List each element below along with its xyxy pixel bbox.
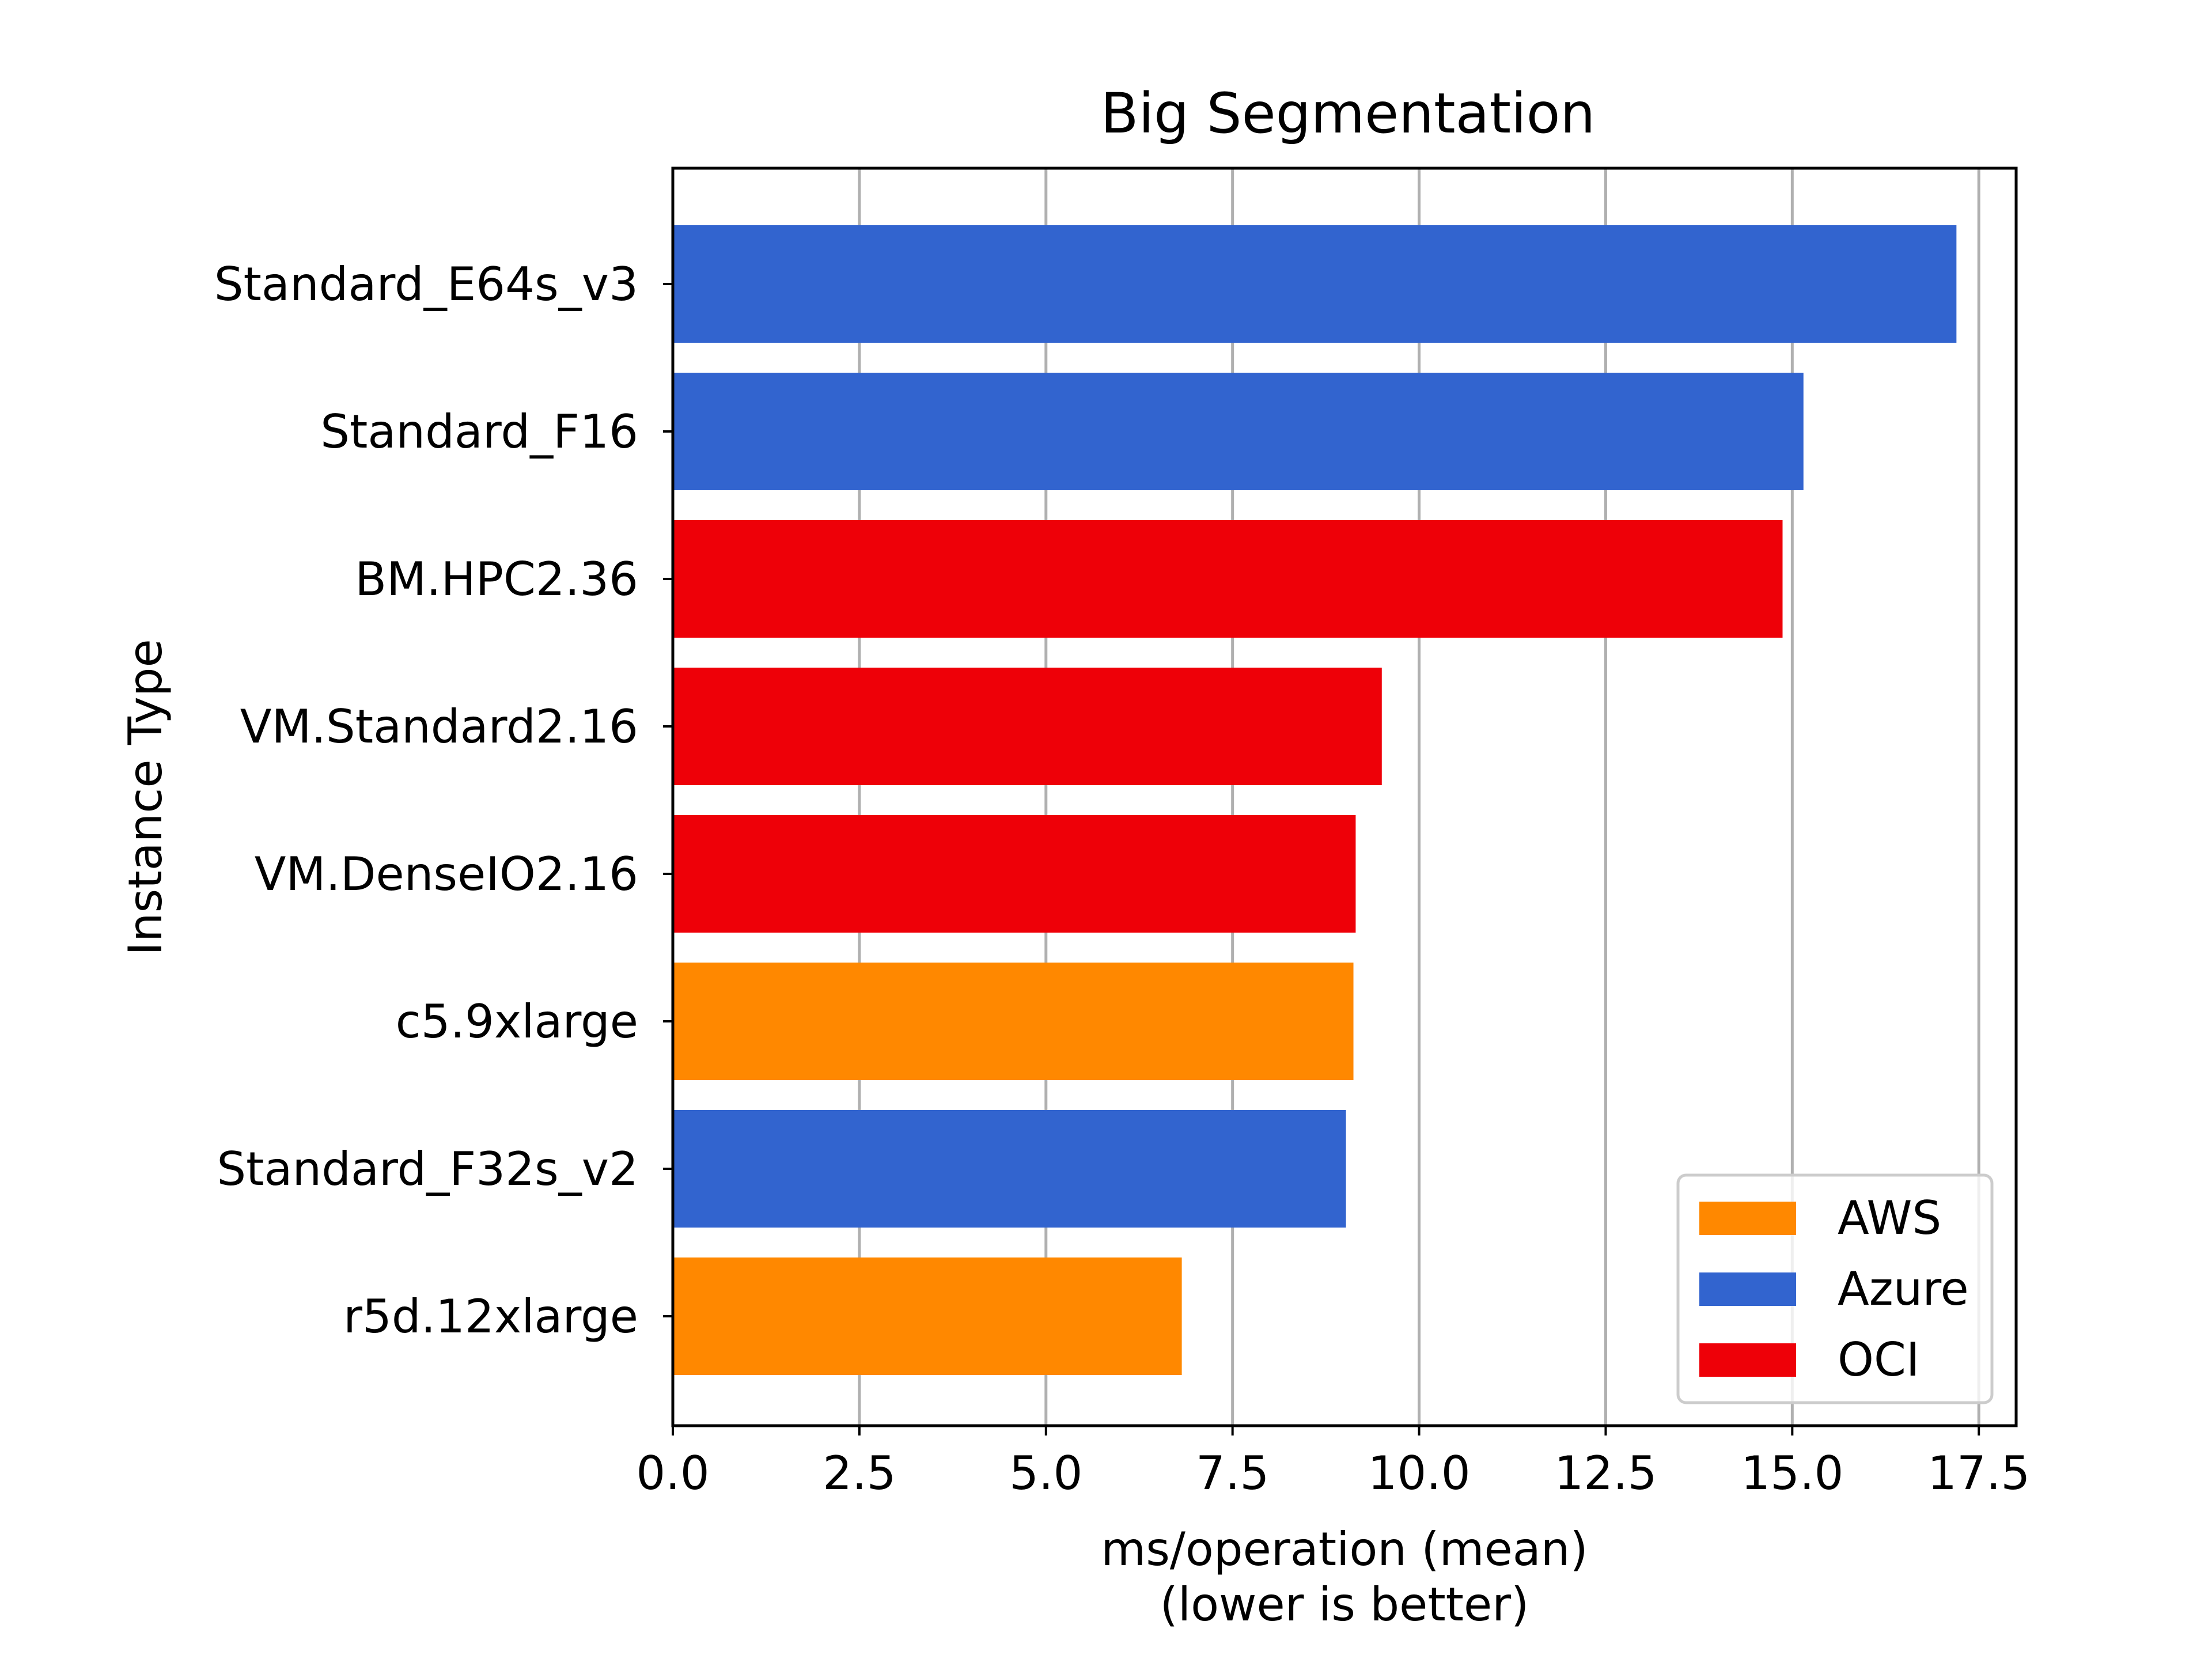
bar (673, 1110, 1346, 1228)
x-tick-label: 2.5 (823, 1446, 896, 1500)
legend-swatch (1699, 1202, 1796, 1235)
legend-label: AWS (1838, 1191, 1941, 1245)
legend-swatch (1699, 1272, 1796, 1306)
x-axis: 0.0 2.5 5.0 7.5 10.0 12.5 15.0 17.5 (636, 1426, 2030, 1500)
y-tick-label: Standard_E64s_v3 (214, 257, 638, 311)
y-tick-label: BM.HPC2.36 (355, 552, 638, 606)
y-tick-label: r5d.12xlarge (343, 1290, 638, 1343)
x-tick-label: 7.5 (1196, 1446, 1269, 1500)
bar (673, 668, 1382, 785)
y-tick-label: VM.DenseIO2.16 (255, 847, 638, 901)
x-tick-label: 17.5 (1927, 1446, 2030, 1500)
x-tick-label: 5.0 (1009, 1446, 1082, 1500)
bar (673, 373, 1804, 490)
legend-items: AWS Azure OCI (1699, 1191, 1969, 1387)
y-axis: Standard_E64s_v3 Standard_F16 BM.HPC2.36 VM… (214, 257, 673, 1343)
legend-label: OCI (1838, 1333, 1919, 1387)
y-tick-label: c5.9xlarge (396, 995, 638, 1048)
x-axis-label: ms/operation (mean) (1101, 1522, 1588, 1576)
bar (673, 815, 1356, 933)
x-tick-label: 12.5 (1554, 1446, 1657, 1500)
plot-frame (671, 166, 2018, 1427)
x-axis-label-subtitle: (lower is better) (1160, 1578, 1529, 1631)
bar (673, 225, 1957, 343)
legend-label: Azure (1838, 1262, 1969, 1316)
y-axis-label: Instance Type (119, 639, 172, 955)
bar (673, 520, 1783, 638)
bar (673, 1257, 1182, 1375)
bar (673, 963, 1354, 1080)
y-tick-label: Standard_F16 (320, 405, 638, 459)
y-tick-label: Standard_F32s_v2 (217, 1142, 638, 1196)
legend-swatch (1699, 1343, 1796, 1377)
x-tick-label: 15.0 (1741, 1446, 1843, 1500)
chart-title: Big Segmentation (1101, 81, 1596, 146)
legend: AWS Azure OCI (1676, 1173, 1994, 1404)
y-tick-label: VM.Standard2.16 (240, 700, 638, 753)
x-tick-label: 10.0 (1368, 1446, 1470, 1500)
x-tick-label: 0.0 (636, 1446, 709, 1500)
bars-layer (673, 225, 1957, 1375)
